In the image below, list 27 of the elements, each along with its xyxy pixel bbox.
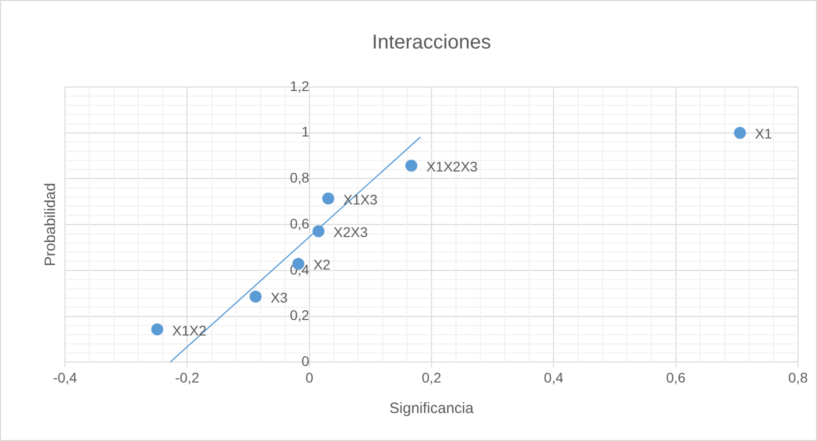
annotation: X1X2X3: [426, 158, 478, 175]
y-axis-title: Probabilidad: [42, 182, 60, 266]
point: [734, 126, 746, 139]
point: [322, 192, 334, 204]
x-tick-label: -0,2: [175, 369, 200, 386]
point: [151, 323, 164, 336]
y-tick-label: 0,6: [290, 215, 310, 232]
point: [312, 225, 324, 238]
x-axis-title: Significancia: [389, 400, 474, 418]
annotation: X1: [754, 126, 772, 142]
y-tick-label: 0: [302, 353, 310, 370]
x-tick-label: 0,6: [666, 369, 686, 386]
point: [250, 290, 262, 303]
y-tick-label: 0,2: [290, 307, 310, 324]
annotation: X1X2: [172, 322, 207, 338]
annotation: X2X3: [333, 224, 368, 240]
x-tick-label: 0,2: [422, 369, 442, 386]
y-tick-label: 0,8: [290, 170, 310, 186]
point: [405, 160, 418, 172]
y-tick-label: 1,2: [290, 78, 310, 94]
annotation: X2: [313, 256, 331, 273]
x-tick-label: -0,4: [52, 369, 78, 386]
y-tick-label: 1: [302, 124, 310, 140]
x-tick-label: 0,8: [788, 369, 808, 386]
x-tick-label: 0,4: [544, 369, 564, 386]
chart-title: Interacciones: [372, 32, 491, 54]
annotation: X3: [270, 289, 288, 306]
